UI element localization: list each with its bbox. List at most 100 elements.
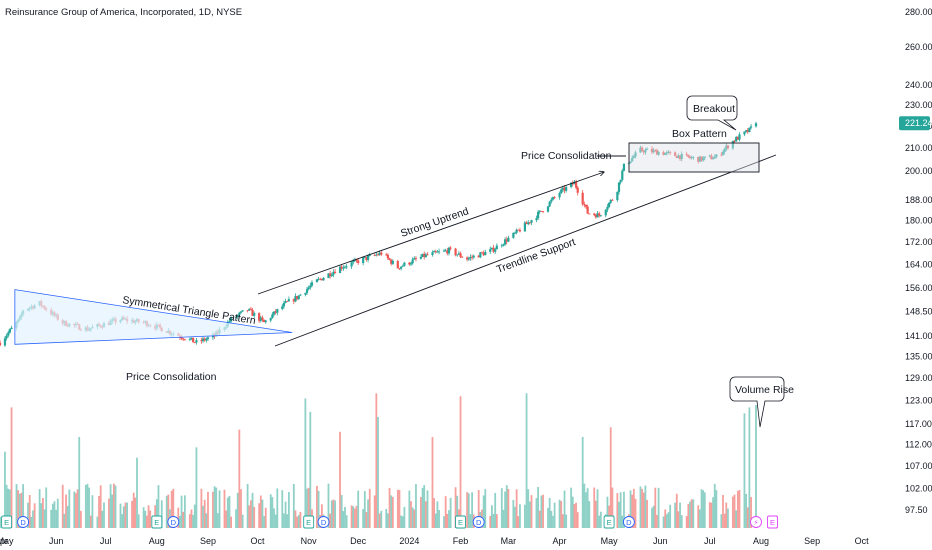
dividend-badge-label: D (626, 518, 632, 527)
candle-body (242, 310, 244, 311)
volume-bar (484, 489, 486, 528)
volume-bar (262, 500, 264, 528)
volume-bar (123, 506, 125, 528)
candle-body (514, 233, 516, 234)
volume-bar (399, 490, 401, 528)
volume-bar (182, 512, 184, 528)
annotation-price-consolidation-1: Price Consolidation (126, 371, 217, 383)
volume-bar (369, 489, 371, 528)
candle-body (350, 262, 352, 266)
time-tick-label: Jul (704, 536, 716, 546)
volume-bar (42, 498, 44, 528)
volume-bar (111, 495, 113, 528)
time-tick-label: Mar (501, 536, 517, 546)
volume-bar (334, 500, 336, 528)
volume-bar (527, 489, 529, 528)
volume-bar (570, 488, 572, 528)
volume-bar (202, 506, 204, 528)
earnings-badge-label: E (607, 518, 612, 527)
candle-body (450, 248, 452, 249)
earnings-badge-label: E (770, 518, 775, 527)
candle-body (550, 200, 552, 202)
candle-body (616, 192, 618, 200)
time-tick-label: Nov (301, 536, 318, 546)
candle-body (283, 303, 285, 307)
volume-bar (641, 489, 643, 528)
volume-bar (646, 500, 648, 528)
time-tick-label: Oct (250, 536, 265, 546)
candle-body (489, 249, 491, 252)
volume-bar (676, 494, 678, 528)
volume-bar (54, 501, 56, 528)
volume-bar (577, 512, 579, 528)
volume-bar (697, 505, 699, 528)
volume-bar (385, 509, 387, 528)
volume-bar (225, 511, 227, 528)
candle-body (402, 266, 404, 267)
volume-bar (588, 501, 590, 528)
volume-bar (669, 505, 671, 528)
candle-body (473, 256, 475, 258)
dividend-badge-label: D (171, 518, 177, 527)
volume-bar (39, 489, 41, 528)
time-tick-label: Feb (453, 536, 469, 546)
volume-bar (88, 488, 90, 528)
candle-body (461, 257, 463, 258)
volume-bar (446, 514, 448, 528)
candle-body (593, 214, 595, 215)
volume-bar (565, 514, 567, 528)
volume-bar (664, 510, 666, 528)
price-tick-label: 280.00 (905, 7, 932, 17)
volume-bar (668, 512, 670, 528)
volume-bar (420, 497, 422, 528)
volume-bar (692, 499, 694, 528)
volume-bar (714, 484, 716, 528)
volume-bar (715, 490, 717, 528)
volume-bar (346, 515, 348, 528)
candle-body (621, 171, 623, 180)
volume-bar (748, 407, 750, 528)
volume-bar (722, 495, 724, 528)
volume-bar (503, 510, 505, 528)
candle-body (322, 278, 324, 280)
volume-bar (85, 485, 87, 528)
annotation-volume-rise: Volume Rise (735, 384, 794, 396)
volume-bar (651, 508, 653, 528)
volume-bar (704, 492, 706, 528)
volume-bar (572, 497, 574, 528)
volume-bar (379, 514, 381, 528)
volume-bar (217, 513, 219, 528)
volume-bar (709, 502, 711, 528)
volume-bar (725, 503, 727, 528)
volume-bar (504, 492, 506, 528)
volume-bar (87, 484, 89, 528)
volume-bar (352, 506, 354, 528)
price-tick-label: 210.00 (905, 143, 932, 153)
candle-body (316, 279, 318, 282)
volume-bar (75, 493, 77, 528)
volume-bar (435, 514, 437, 528)
volume-bar (537, 487, 539, 528)
volume-bar (536, 498, 538, 528)
volume-bar (247, 484, 249, 528)
volume-bar (564, 491, 566, 528)
volume-bar (404, 507, 406, 528)
volume-bar (541, 496, 543, 528)
volume-bar (29, 495, 31, 528)
volume-bar (242, 515, 244, 528)
volume-bar (658, 488, 660, 528)
time-tick-label: Dec (350, 536, 367, 546)
candle-body (271, 314, 273, 318)
candle-body (346, 266, 348, 267)
candle-body (456, 255, 458, 256)
candle-body (420, 257, 422, 259)
volume-bar (189, 514, 191, 528)
volume-bar (529, 501, 531, 528)
volume-bar (204, 500, 206, 528)
volume-bar (229, 496, 231, 528)
volume-bar (445, 496, 447, 528)
volume-bar (30, 517, 32, 528)
volume-bar (470, 514, 472, 528)
